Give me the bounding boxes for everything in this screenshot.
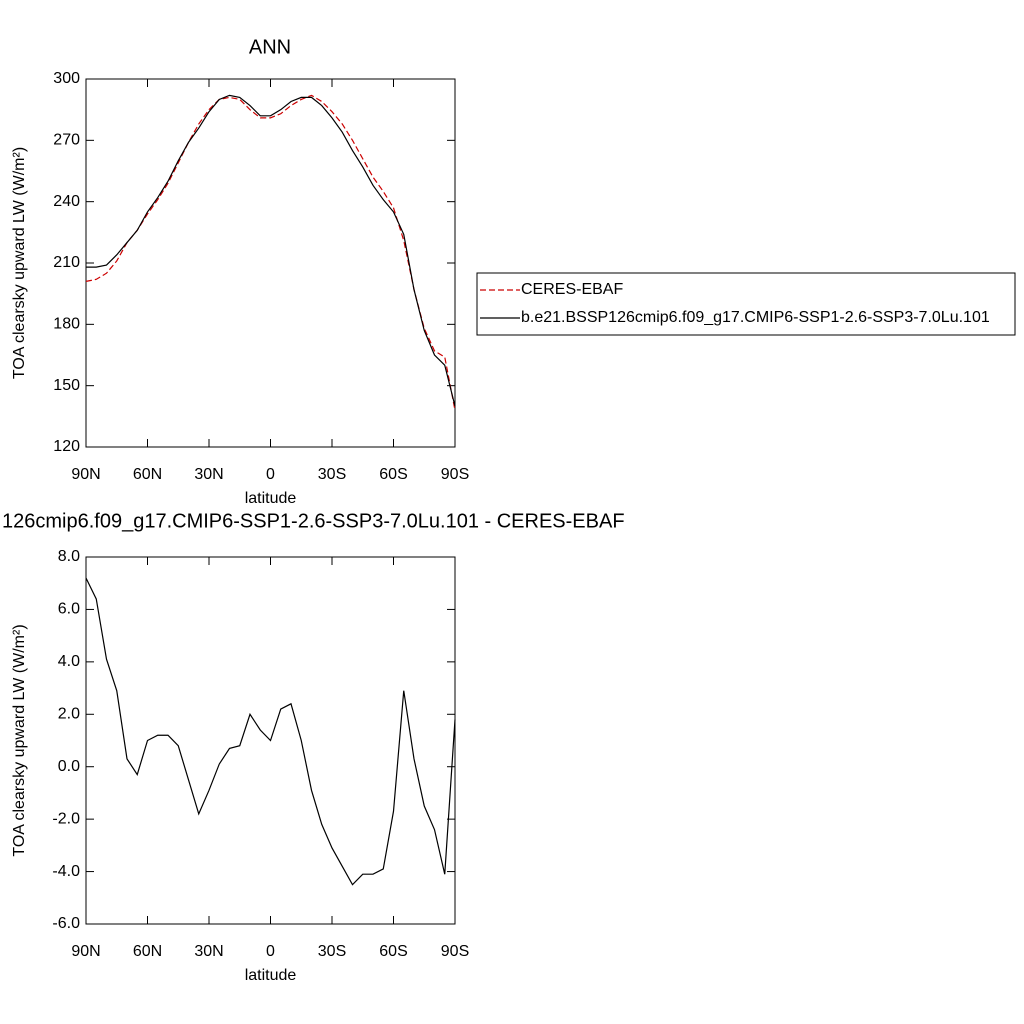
x-tick-label: 30N [194,943,223,960]
x-tick-label: 60S [379,943,407,960]
x-tick-label: 90S [441,466,469,483]
chart-title: ANN [249,36,291,58]
legend-label: CERES-EBAF [521,281,623,298]
x-tick-label: 30S [318,943,346,960]
y-tick-label: 8.0 [58,548,80,565]
y-tick-label: 180 [53,316,80,333]
y-tick-label: -4.0 [52,863,80,880]
chart-title: 126cmip6.f09_g17.CMIP6-SSP1-2.6-SSP3-7.0… [2,510,625,532]
x-tick-label: 90S [441,943,469,960]
x-tick-label: 90N [71,943,100,960]
x-tick-label: 30S [318,466,346,483]
y-tick-label: 120 [53,438,80,455]
x-tick-label: 30N [194,466,223,483]
y-tick-label: -2.0 [52,810,80,827]
y-tick-label: 270 [53,132,80,149]
y-tick-label: 2.0 [58,706,80,723]
x-axis-label: latitude [245,490,297,507]
plot-frame [85,78,456,448]
x-tick-label: 90N [71,466,100,483]
x-tick-label: 0 [266,943,275,960]
x-tick-label: 0 [266,466,275,483]
data-line [85,577,456,886]
x-tick-label: 60S [379,466,407,483]
x-tick-label: 60N [133,943,162,960]
y-tick-label: 0.0 [58,758,80,775]
y-tick-label: 210 [53,254,80,271]
y-tick-label: 6.0 [58,601,80,618]
y-tick-label: -6.0 [52,915,80,932]
y-axis-label: TOA clearsky upward LW (W/m²) [11,147,28,379]
x-tick-label: 60N [133,466,162,483]
y-tick-label: 150 [53,377,80,394]
y-tick-label: 240 [53,193,80,210]
legend-label: b.e21.BSSP126cmip6.f09_g17.CMIP6-SSP1-2.… [521,309,990,326]
y-axis-label: TOA clearsky upward LW (W/m²) [11,624,28,856]
x-axis-label: latitude [245,967,297,984]
data-line [85,94,456,411]
data-line [86,94,456,407]
legend-box [476,272,1016,336]
y-tick-label: 4.0 [58,653,80,670]
y-tick-label: 300 [53,70,80,87]
